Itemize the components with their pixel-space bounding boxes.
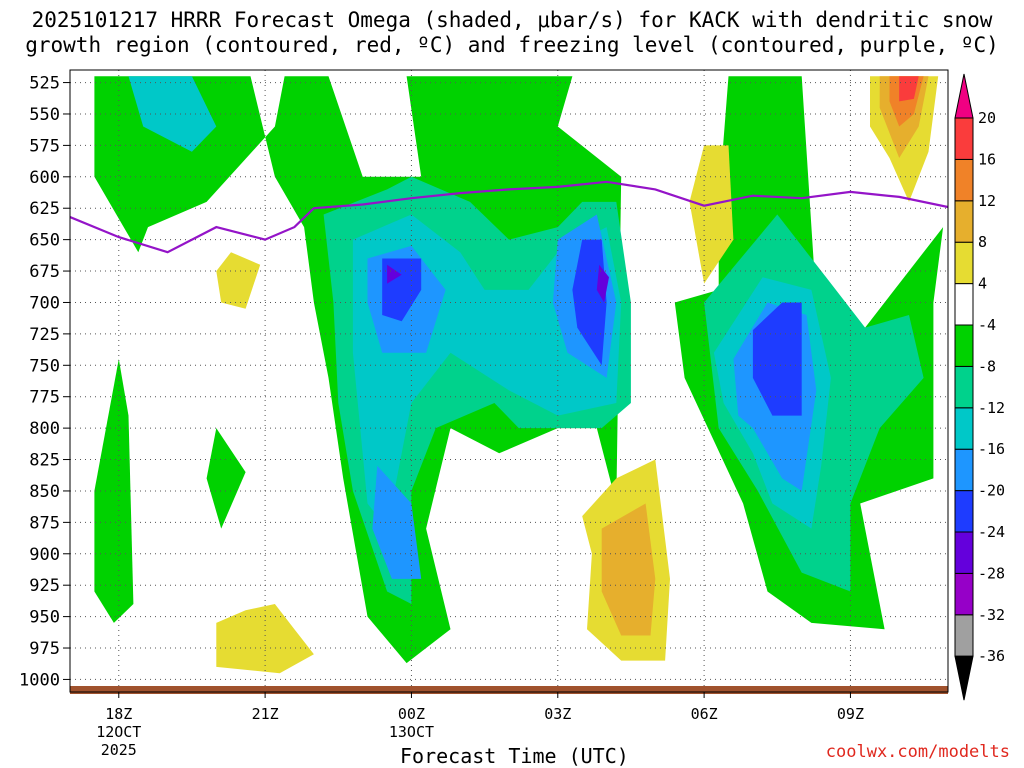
colorbar-label-12: -32 [978,606,1005,624]
y-tick-label-875: 875 [29,513,60,533]
x-tick-date-18Z: 12OCT [96,723,141,741]
omega-shading [94,76,944,674]
colorbar-label-8: -16 [978,440,1005,458]
omega-region-green-mid-blob [206,428,246,529]
omega-region-purple-core-west [387,264,402,284]
y-tick-label-900: 900 [29,545,60,565]
colorbar-segment-4 [954,490,974,533]
y-tick-label-775: 775 [29,388,60,408]
omega-region-purple-core-mid [596,264,609,303]
colorbar-segment-13 [954,117,974,160]
omega-region-yellow-west-mid [216,252,261,309]
colorbar-label-5: -4 [978,316,996,334]
colorbar-label-7: -12 [978,399,1005,417]
y-tick-label-650: 650 [29,231,60,251]
y-tick-label-675: 675 [29,262,60,282]
omega-region-darkblue-east [752,302,802,416]
colorbar-segment-12 [954,158,974,202]
colorbar-label-4: 4 [978,275,987,293]
colorbar-segment-10 [954,241,974,285]
colorbar-segment-9 [954,283,974,326]
colorbar-segment-7 [954,365,974,409]
omega-region-cyan-west [128,76,217,152]
y-tick-label-800: 800 [29,419,60,439]
colorbar-label-1: 16 [978,150,996,168]
colorbar-label-0: 20 [978,109,996,127]
y-tick-label-925: 925 [29,576,60,596]
colorbar-segment-8 [954,324,974,367]
y-tick-label-525: 525 [29,74,60,94]
y-tick-label-550: 550 [29,105,60,125]
y-tick-label-700: 700 [29,293,60,313]
freezing-level-line [70,180,948,254]
colorbar-segment-6 [954,407,974,450]
y-tick-label-975: 975 [29,639,60,659]
omega-region-yellow-east-mid [689,145,734,284]
colorbar-top-arrow [954,73,974,119]
y-tick-label-750: 750 [29,356,60,376]
x-tick-label-03Z: 03Z [544,705,571,723]
y-tick-label-1000: 1000 [19,670,60,690]
credit-link[interactable]: coolwx.com/modelts [825,742,1010,762]
omega-region-magenta-east-top [899,76,919,102]
colorbar-label-13: -36 [978,647,1005,665]
y-tick-label-825: 825 [29,451,60,471]
omega-region-orange-south-mid [601,503,656,636]
colorbar-label-6: -8 [978,357,996,375]
y-tick-label-950: 950 [29,608,60,628]
colorbar-label-11: -28 [978,564,1005,582]
chart-title: 2025101217 HRRR Forecast Omega (shaded, … [25,8,999,57]
x-tick-label-00Z: 00Z [398,705,425,723]
colorbar-segment-2 [954,572,974,616]
colorbar-segment-3 [954,531,974,574]
colorbar-bottom-arrow [954,655,974,701]
colorbar-segment-1 [954,614,974,657]
x-tick-date-00Z: 13OCT [389,723,434,741]
terrain-strip [70,686,948,694]
y-tick-label-725: 725 [29,325,60,345]
colorbar-segment-11 [954,200,974,243]
y-tick-label-575: 575 [29,136,60,156]
plot-frame [69,69,949,693]
colorbar-segment-5 [954,448,974,492]
y-tick-label-625: 625 [29,199,60,219]
x-tick-label-18Z: 18Z [105,705,132,723]
x-tick-label-09Z: 09Z [837,705,864,723]
x-tick-label-21Z: 21Z [252,705,279,723]
colorbar-label-2: 12 [978,192,996,210]
omega-region-blue-southwest [372,465,422,579]
colorbar-label-9: -20 [978,482,1005,500]
colorbar-label-10: -24 [978,523,1005,541]
y-tick-label-850: 850 [29,482,60,502]
x-tick-label-06Z: 06Z [691,705,718,723]
colorbar-label-3: 8 [978,233,987,251]
x-tick-year-18Z: 2025 [101,741,137,759]
y-tick-label-600: 600 [29,168,60,188]
omega-region-green-west-sliver [94,359,134,623]
omega-region-yellow-south-west [216,604,314,674]
x-axis-label: Forecast Time (UTC) [400,744,629,768]
